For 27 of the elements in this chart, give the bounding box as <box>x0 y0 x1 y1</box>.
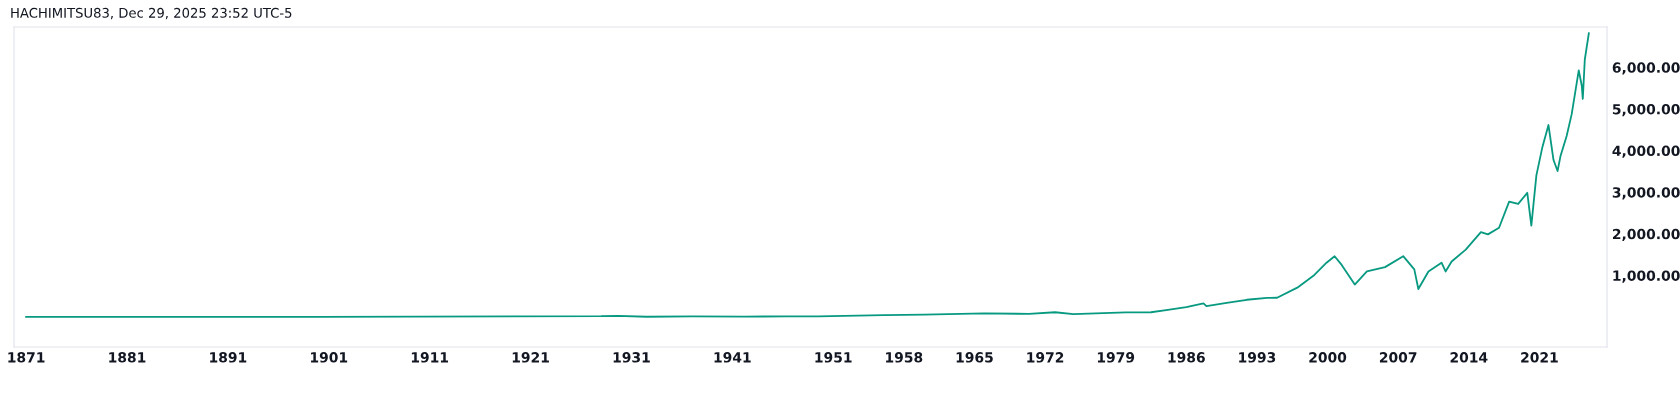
y-tick-label: 1,000.00 <box>1613 270 1680 283</box>
x-tick-label: 1901 <box>311 352 348 363</box>
y-tick-label: 3,000.00 <box>1612 187 1680 200</box>
x-tick-label: 1965 <box>956 352 993 363</box>
x-tick-label: 2007 <box>1379 352 1417 363</box>
x-tick-label: 1972 <box>1027 352 1064 363</box>
x-tick-label: 2014 <box>1450 352 1488 363</box>
y-tick-label: 6,000.00 <box>1612 62 1680 75</box>
x-tick-label: 2000 <box>1309 352 1347 363</box>
x-tick-label: 2021 <box>1521 352 1558 363</box>
x-tick-label: 1921 <box>512 352 549 363</box>
y-tick-label: 5,000.00 <box>1612 103 1680 117</box>
y-tick-label: 2,000.00 <box>1612 228 1680 242</box>
x-tick-label: 1871 <box>8 352 45 363</box>
x-tick-label: 1979 <box>1097 352 1135 363</box>
x-tick-label: 1931 <box>613 352 650 363</box>
chart-title: HACHIMITSU83, Dec 29, 2025 23:52 UTC-5 <box>11 7 292 20</box>
x-tick-label: 1911 <box>411 352 449 363</box>
x-tick-label: 1986 <box>1168 352 1205 363</box>
x-tick-label: 1891 <box>210 352 247 363</box>
x-tick-label: 1958 <box>886 352 923 363</box>
x-tick-label: 1881 <box>109 352 146 363</box>
x-tick-label: 1951 <box>815 352 852 363</box>
line-series <box>25 32 1590 318</box>
x-tick-label: 1941 <box>714 352 751 363</box>
y-tick-label: 4,000.00 <box>1612 145 1680 158</box>
x-tick-label: 1993 <box>1239 352 1276 363</box>
